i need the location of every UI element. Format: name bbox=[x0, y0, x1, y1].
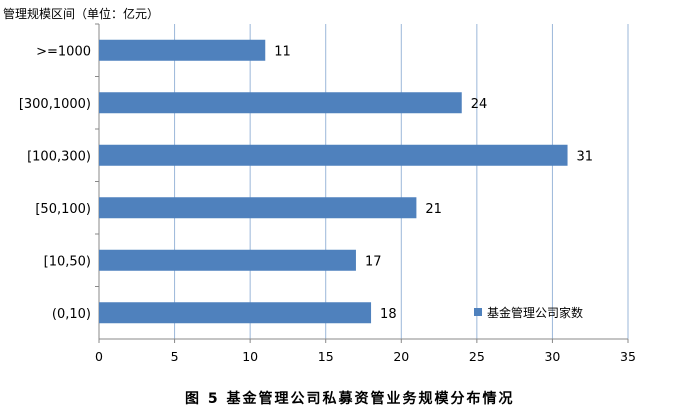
bars: >=1000 11 [300,1000) 24 [100,300) 31 [50,100) 2… bbox=[19, 23, 594, 324]
x-tick-label: 15 bbox=[318, 349, 334, 364]
category-label: [50,100) bbox=[35, 202, 91, 217]
data-label: 24 bbox=[471, 97, 488, 112]
category-label: [10,50) bbox=[44, 254, 91, 269]
x-tick-label: 0 bbox=[95, 349, 103, 364]
bar bbox=[99, 39, 266, 61]
x-tick-label: 35 bbox=[620, 349, 636, 364]
data-label: 21 bbox=[425, 202, 442, 217]
x-tick-label: 5 bbox=[171, 349, 179, 364]
category-label: [300,1000) bbox=[19, 97, 91, 112]
x-tick-label: 20 bbox=[393, 349, 409, 364]
bar bbox=[99, 249, 356, 271]
x-tick-label: 30 bbox=[544, 349, 560, 364]
category-label: >=1000 bbox=[36, 44, 91, 59]
category-label: (0,10) bbox=[52, 307, 91, 322]
x-tick-label: 25 bbox=[469, 349, 485, 364]
category-label: [100,300) bbox=[27, 149, 91, 164]
bar bbox=[99, 92, 462, 114]
legend-label: 基金管理公司家数 bbox=[487, 305, 583, 320]
figure-caption: 图 5 基金管理公司私募资管业务规模分布情况 bbox=[185, 390, 515, 407]
data-label: 31 bbox=[577, 149, 594, 164]
data-label: 11 bbox=[274, 44, 291, 59]
legend-swatch bbox=[474, 308, 482, 316]
bar bbox=[99, 197, 417, 219]
legend: 基金管理公司家数 bbox=[474, 305, 583, 320]
data-label: 18 bbox=[380, 307, 397, 322]
y-unit-label: 管理规模区间（单位：亿元） bbox=[3, 6, 159, 21]
x-tick-labels: 0 5 10 15 20 25 30 35 bbox=[95, 339, 636, 364]
x-tick-label: 10 bbox=[242, 349, 258, 364]
bar bbox=[99, 144, 568, 166]
bar bbox=[99, 302, 372, 324]
gridlines bbox=[174, 24, 629, 339]
data-label: 17 bbox=[365, 254, 382, 269]
